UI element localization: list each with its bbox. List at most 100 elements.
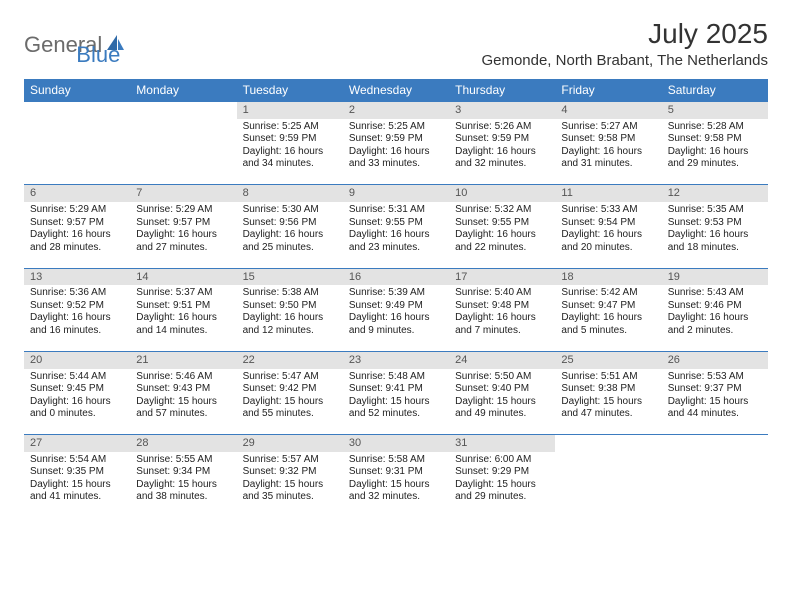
sunrise-text: Sunrise: 5:47 AM xyxy=(243,371,337,384)
daylight-text: Daylight: 16 hours and 20 minutes. xyxy=(561,229,655,254)
day-number-cell xyxy=(24,102,130,119)
day-content-cell: Sunrise: 5:46 AMSunset: 9:43 PMDaylight:… xyxy=(130,369,236,435)
sunset-text: Sunset: 9:52 PM xyxy=(30,300,124,313)
sunset-text: Sunset: 9:49 PM xyxy=(349,300,443,313)
day-number-cell: 19 xyxy=(662,268,768,285)
location-text: Gemonde, North Brabant, The Netherlands xyxy=(481,52,768,69)
day-number-cell: 29 xyxy=(237,435,343,452)
daylight-text: Daylight: 15 hours and 32 minutes. xyxy=(349,479,443,504)
daylight-text: Daylight: 15 hours and 38 minutes. xyxy=(136,479,230,504)
sunset-text: Sunset: 9:40 PM xyxy=(455,383,549,396)
day-content-cell: Sunrise: 5:28 AMSunset: 9:58 PMDaylight:… xyxy=(662,119,768,185)
week-daynum-row: 13141516171819 xyxy=(24,268,768,285)
sunrise-text: Sunrise: 5:46 AM xyxy=(136,371,230,384)
day-number-cell: 22 xyxy=(237,351,343,368)
day-content-cell: Sunrise: 5:37 AMSunset: 9:51 PMDaylight:… xyxy=(130,285,236,351)
day-number-cell xyxy=(555,435,661,452)
day-content-cell: Sunrise: 5:25 AMSunset: 9:59 PMDaylight:… xyxy=(237,119,343,185)
day-content-cell: Sunrise: 5:26 AMSunset: 9:59 PMDaylight:… xyxy=(449,119,555,185)
sunrise-text: Sunrise: 5:58 AM xyxy=(349,454,443,467)
day-number-cell: 5 xyxy=(662,102,768,119)
page-title: July 2025 xyxy=(481,18,768,50)
sunrise-text: Sunrise: 5:37 AM xyxy=(136,287,230,300)
sunrise-text: Sunrise: 5:28 AM xyxy=(668,121,762,134)
day-content-cell: Sunrise: 6:00 AMSunset: 9:29 PMDaylight:… xyxy=(449,452,555,518)
calendar-table: Sunday Monday Tuesday Wednesday Thursday… xyxy=(24,79,768,518)
sunrise-text: Sunrise: 5:36 AM xyxy=(30,287,124,300)
sunrise-text: Sunrise: 5:44 AM xyxy=(30,371,124,384)
sunset-text: Sunset: 9:48 PM xyxy=(455,300,549,313)
week-content-row: Sunrise: 5:44 AMSunset: 9:45 PMDaylight:… xyxy=(24,369,768,435)
day-content-cell: Sunrise: 5:53 AMSunset: 9:37 PMDaylight:… xyxy=(662,369,768,435)
sunset-text: Sunset: 9:35 PM xyxy=(30,466,124,479)
sunset-text: Sunset: 9:59 PM xyxy=(243,133,337,146)
sunrise-text: Sunrise: 6:00 AM xyxy=(455,454,549,467)
daylight-text: Daylight: 16 hours and 9 minutes. xyxy=(349,312,443,337)
daylight-text: Daylight: 15 hours and 57 minutes. xyxy=(136,396,230,421)
week-daynum-row: 2728293031 xyxy=(24,435,768,452)
daylight-text: Daylight: 16 hours and 5 minutes. xyxy=(561,312,655,337)
sunset-text: Sunset: 9:55 PM xyxy=(455,217,549,230)
daylight-text: Daylight: 16 hours and 12 minutes. xyxy=(243,312,337,337)
sunset-text: Sunset: 9:53 PM xyxy=(668,217,762,230)
daylight-text: Daylight: 16 hours and 7 minutes. xyxy=(455,312,549,337)
col-sunday: Sunday xyxy=(24,79,130,102)
daylight-text: Daylight: 16 hours and 27 minutes. xyxy=(136,229,230,254)
day-content-cell xyxy=(555,452,661,518)
day-number-cell: 30 xyxy=(343,435,449,452)
sunrise-text: Sunrise: 5:33 AM xyxy=(561,204,655,217)
day-number-cell: 11 xyxy=(555,185,661,202)
day-number-cell: 12 xyxy=(662,185,768,202)
logo: General Blue xyxy=(24,22,120,68)
day-number-cell: 7 xyxy=(130,185,236,202)
day-number-cell xyxy=(662,435,768,452)
sunrise-text: Sunrise: 5:31 AM xyxy=(349,204,443,217)
week-content-row: Sunrise: 5:25 AMSunset: 9:59 PMDaylight:… xyxy=(24,119,768,185)
sunrise-text: Sunrise: 5:27 AM xyxy=(561,121,655,134)
day-content-cell: Sunrise: 5:25 AMSunset: 9:59 PMDaylight:… xyxy=(343,119,449,185)
day-number-cell: 27 xyxy=(24,435,130,452)
day-content-cell: Sunrise: 5:42 AMSunset: 9:47 PMDaylight:… xyxy=(555,285,661,351)
day-content-cell: Sunrise: 5:47 AMSunset: 9:42 PMDaylight:… xyxy=(237,369,343,435)
week-content-row: Sunrise: 5:29 AMSunset: 9:57 PMDaylight:… xyxy=(24,202,768,268)
day-content-cell: Sunrise: 5:36 AMSunset: 9:52 PMDaylight:… xyxy=(24,285,130,351)
sunrise-text: Sunrise: 5:42 AM xyxy=(561,287,655,300)
day-number-cell: 9 xyxy=(343,185,449,202)
day-content-cell: Sunrise: 5:27 AMSunset: 9:58 PMDaylight:… xyxy=(555,119,661,185)
sunrise-text: Sunrise: 5:55 AM xyxy=(136,454,230,467)
daylight-text: Daylight: 16 hours and 2 minutes. xyxy=(668,312,762,337)
day-number-cell: 3 xyxy=(449,102,555,119)
daylight-text: Daylight: 16 hours and 23 minutes. xyxy=(349,229,443,254)
week-daynum-row: 12345 xyxy=(24,102,768,119)
sunrise-text: Sunrise: 5:25 AM xyxy=(349,121,443,134)
day-number-cell: 24 xyxy=(449,351,555,368)
sunrise-text: Sunrise: 5:35 AM xyxy=(668,204,762,217)
day-content-cell: Sunrise: 5:57 AMSunset: 9:32 PMDaylight:… xyxy=(237,452,343,518)
sunset-text: Sunset: 9:51 PM xyxy=(136,300,230,313)
daylight-text: Daylight: 16 hours and 0 minutes. xyxy=(30,396,124,421)
day-content-cell: Sunrise: 5:50 AMSunset: 9:40 PMDaylight:… xyxy=(449,369,555,435)
sunrise-text: Sunrise: 5:53 AM xyxy=(668,371,762,384)
sunrise-text: Sunrise: 5:57 AM xyxy=(243,454,337,467)
day-number-cell: 14 xyxy=(130,268,236,285)
sunrise-text: Sunrise: 5:54 AM xyxy=(30,454,124,467)
sunrise-text: Sunrise: 5:51 AM xyxy=(561,371,655,384)
col-monday: Monday xyxy=(130,79,236,102)
daylight-text: Daylight: 15 hours and 52 minutes. xyxy=(349,396,443,421)
day-number-cell: 4 xyxy=(555,102,661,119)
logo-text-2: Blue xyxy=(76,42,120,68)
day-number-cell: 17 xyxy=(449,268,555,285)
day-number-cell: 16 xyxy=(343,268,449,285)
sunset-text: Sunset: 9:31 PM xyxy=(349,466,443,479)
day-number-cell: 2 xyxy=(343,102,449,119)
day-content-cell: Sunrise: 5:35 AMSunset: 9:53 PMDaylight:… xyxy=(662,202,768,268)
day-number-cell: 1 xyxy=(237,102,343,119)
day-content-cell: Sunrise: 5:30 AMSunset: 9:56 PMDaylight:… xyxy=(237,202,343,268)
day-content-cell xyxy=(130,119,236,185)
day-number-cell: 21 xyxy=(130,351,236,368)
day-content-cell: Sunrise: 5:32 AMSunset: 9:55 PMDaylight:… xyxy=(449,202,555,268)
sunset-text: Sunset: 9:32 PM xyxy=(243,466,337,479)
sunset-text: Sunset: 9:56 PM xyxy=(243,217,337,230)
daylight-text: Daylight: 16 hours and 16 minutes. xyxy=(30,312,124,337)
sunset-text: Sunset: 9:59 PM xyxy=(455,133,549,146)
